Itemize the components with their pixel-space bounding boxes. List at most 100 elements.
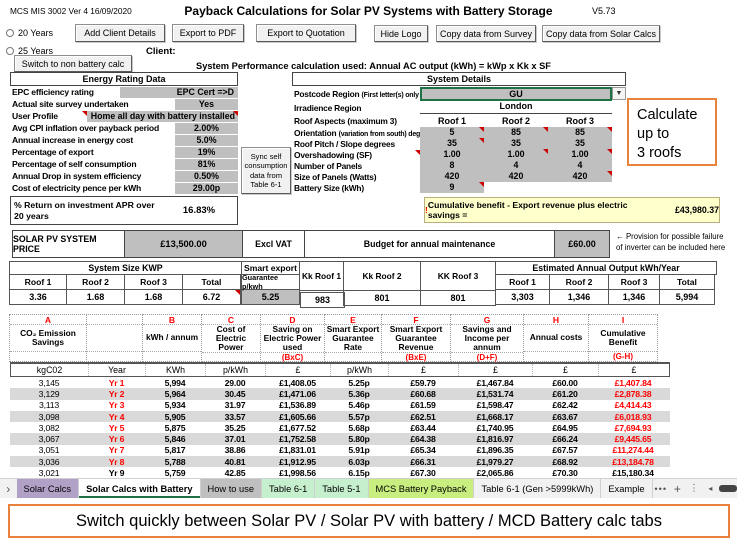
energy-value-cell[interactable]: 5.0% [175,134,238,146]
panels-roof3-cell[interactable]: 4 [548,160,612,171]
out-roof2-value: 1,346 [549,289,609,305]
tab-solar-calcs[interactable]: Solar Calcs [16,479,80,498]
more-sheets-icon[interactable]: ••• [654,483,668,494]
radio-25-circle-icon[interactable] [6,47,14,55]
roof-pitch-row: Roof Pitch / Slope degrees 35 35 35 [292,138,626,149]
energy-row-user-profile: User Profile Home all day with battery i… [10,110,238,122]
sheet-nav-chevron-icon[interactable]: › [6,481,11,496]
client-label: Client: [146,46,176,57]
copy-data-from-survey-button[interactable]: Copy data from Survey [436,25,536,42]
overshadowing-roof3-cell[interactable]: 1.00 [548,149,612,160]
table-row: 3,098 Yr 4 5,905 33.57 £1,605.66 5.57p £62.51 £… [10,410,670,423]
header-col-h: H Annual costs [523,314,589,362]
tab-solar-calcs-with-battery[interactable]: Solar Calcs with Battery [79,479,201,498]
energy-row-cpi: Avg CPI inflation over payback period 2.… [10,122,238,134]
irradience-label: Irradience Region [294,102,362,113]
system-price-label: SOLAR PV SYSTEM PRICE [13,231,125,257]
energy-row-electricity-cost: Cost of electricity pence per kWh 29.00p [10,182,238,194]
energy-value-cell[interactable]: Yes [175,98,238,110]
radio-25-years[interactable]: 25 Years [6,46,53,56]
switch-to-non-battery-button[interactable]: Switch to non battery calc [14,55,132,72]
system-price-value[interactable]: £13,500.00 [125,231,243,257]
energy-value-cell[interactable]: 81% [175,158,238,170]
roof-pitch-label: Roof Pitch / Slope degrees [294,138,395,149]
radio-20-years[interactable]: 20 Years [6,28,53,38]
energy-value-cell[interactable]: 29.00p [175,182,238,194]
size-output-table: System Size KWP Roof 1 Roof 2 Roof 3 Tot… [9,261,717,306]
sync-self-consumption-button[interactable]: Sync self consumption data from Table 6-… [241,147,291,194]
out-col-roof3: Roof 3 [608,274,660,290]
system-performance-text: System Performance calculation used: Ann… [196,61,551,71]
irradience-row: Irradience Region London [292,101,626,114]
postcode-dropdown-arrow-icon[interactable]: ▼ [612,87,626,100]
kk-roof3-col: KK Roof 3 801 [420,261,496,306]
overshadowing-label: Overshadowing (SF) [292,149,420,160]
tab-mcs-battery-payback[interactable]: MCS Battery Payback [368,479,475,498]
size-roof3-cell[interactable]: 420 [548,171,612,182]
header-col-g: G Savings and Income per annum (D+F) [450,314,524,362]
panel-size-row: Size of Panels (Watts) 420 420 420 [292,171,626,182]
roofs-callout-line1: Calculate [637,107,698,123]
panels-roof2-cell[interactable]: 4 [484,160,548,171]
copy-data-from-solar-calcs-button[interactable]: Copy data from Solar Calcs [542,25,660,42]
tab-table-6-1-gen[interactable]: Table 6-1 (Gen >5999kWh) [474,479,602,498]
tab-table-6-1[interactable]: Table 6-1 [262,479,316,498]
orientation-roof2-cell[interactable]: 85 [484,127,548,138]
kwp-col-roof2: Roof 2 [66,274,125,290]
energy-value-cell[interactable]: 0.50% [175,170,238,182]
inverter-note-line1: ← Provision for possible failure [616,232,724,241]
export-to-quotation-button[interactable]: Export to Quotation [256,24,356,42]
tab-how-to-use[interactable]: How to use [200,479,263,498]
energy-value-cell[interactable]: 2.00% [175,122,238,134]
kwp-roof2-value: 1.68 [66,289,125,305]
energy-value-cell[interactable]: 19% [175,146,238,158]
energy-label: User Profile [10,111,87,121]
size-roof1-cell[interactable]: 420 [420,171,484,182]
radio-20-circle-icon[interactable] [6,29,14,37]
energy-row-epc: EPC efficiency rating EPC Cert =>D [10,86,238,98]
out-roof1-value: 3,303 [495,289,550,305]
add-client-details-button[interactable]: Add Client Details [75,24,165,42]
orientation-label: Orientation (variation from south) deg [292,128,420,138]
hscroll-thumb[interactable] [718,485,737,492]
energy-row-export-pct: Percentage of export 19% [10,146,238,158]
battery-blank-cell [548,182,612,193]
smart-export-value[interactable]: 5.25 [241,289,300,305]
energy-row-survey: Actual site survey undertaken Yes [10,98,238,110]
panels-roof1-cell[interactable]: 8 [420,160,484,171]
price-row: SOLAR PV SYSTEM PRICE £13,500.00 Excl VA… [12,230,610,258]
tab-example[interactable]: Example [601,479,653,498]
battery-size-cell[interactable]: 9 [420,182,484,193]
kk-roof3-value: 801 [420,290,496,306]
overshadowing-roof2-cell[interactable]: 1.00 [484,149,548,160]
maintenance-value[interactable]: £60.00 [555,231,609,257]
postcode-region-select[interactable]: GU [420,86,612,101]
banner-value: £43,980.37 [674,205,719,215]
energy-row-energy-cost: Annual increase in energy cost 5.0% [10,134,238,146]
roof2-header: Roof 2 [502,115,530,126]
sheet-menu-icon[interactable]: ⋮ [689,483,699,493]
size-roof2-cell[interactable]: 420 [484,171,548,182]
tab-table-5-1[interactable]: Table 5-1 [315,479,369,498]
energy-value-cell[interactable]: Home all day with battery installed [87,110,238,122]
orientation-roof1-cell[interactable]: 5 [420,127,484,138]
hide-logo-button[interactable]: Hide Logo [374,25,428,42]
hscroll-left-icon[interactable]: ◂ [708,484,713,493]
header-col-i: I Cumulative Benefit (G-H) [588,314,658,362]
energy-value-cell[interactable]: EPC Cert =>D [120,86,238,98]
pitch-roof2-cell[interactable]: 35 [484,138,548,149]
tab-label: MCS Battery Payback [375,483,467,494]
kwp-col-total: Total [182,274,241,290]
overshadowing-roof1-cell[interactable]: 1.00 [420,149,484,160]
out-col-roof1: Roof 1 [495,274,550,290]
add-sheet-icon[interactable]: + [673,481,681,496]
excl-vat-label: Excl VAT [243,231,305,257]
header-col-c: C Cost of Electric Power [201,314,261,362]
tab-label: Table 6-1 (Gen >5999kWh) [481,483,594,494]
pitch-roof1-cell[interactable]: 35 [420,138,484,149]
energy-row-self-consumption: Percentage of self consumption 81% [10,158,238,170]
export-to-pdf-button[interactable]: Export to PDF [172,24,244,42]
pitch-roof3-cell[interactable]: 35 [548,138,612,149]
orientation-roof3-cell[interactable]: 85 [548,127,612,138]
